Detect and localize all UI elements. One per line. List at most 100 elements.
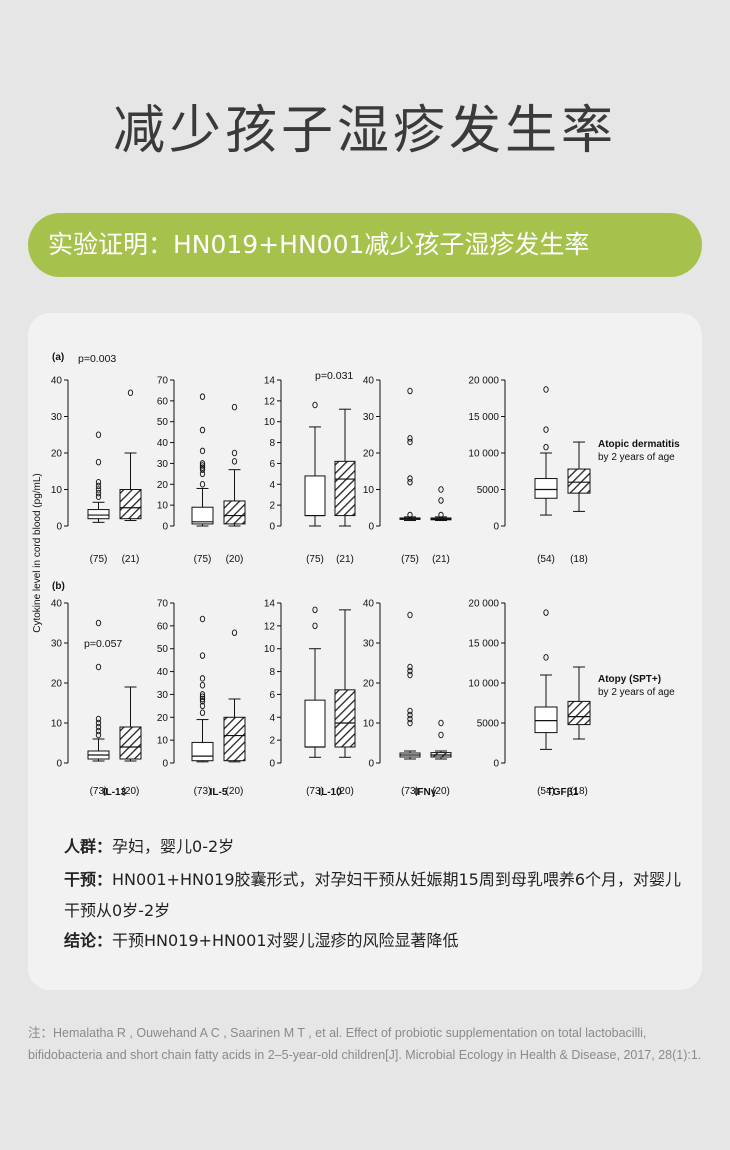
category-label: IL-13: [103, 787, 127, 798]
outlier-point: [438, 497, 444, 504]
sample-size-label: (73): [306, 786, 324, 797]
sample-size-label: (21): [122, 554, 140, 565]
y-tick-label: 20 000: [468, 599, 499, 610]
outlier-point: [438, 511, 444, 519]
category-label: IL-5: [210, 787, 228, 798]
outlier-point: [199, 682, 206, 689]
y-tick-label: 4: [269, 480, 275, 491]
info-label: 人群：: [64, 837, 113, 856]
y-tick-label: 15 000: [468, 639, 499, 650]
outlier-point: [95, 493, 102, 501]
sample-size-label: (20): [226, 786, 244, 797]
y-tick-label: 10: [51, 719, 63, 730]
sample-size-label: (73): [90, 786, 108, 797]
panel-label: (a): [52, 352, 64, 363]
p-value: p=0.057: [84, 638, 122, 650]
outlier-point: [312, 606, 318, 614]
y-tick-label: 5000: [477, 719, 500, 730]
y-tick-label: 30: [51, 412, 63, 423]
box: [567, 468, 591, 494]
box: [567, 700, 591, 726]
info-population: 人群：孕妇，婴儿0-2岁: [64, 833, 234, 857]
box: [334, 460, 356, 517]
box: [119, 726, 142, 760]
y-tick-label: 40: [51, 376, 63, 387]
outlier-point: [407, 671, 413, 679]
info-intervention: 干预：HN001+HN019胶囊形式，对孕妇干预从妊娠期15周到母乳喂养6个月，…: [64, 866, 681, 890]
box: [534, 478, 558, 499]
condition-sublabel: by 2 years of age: [598, 687, 675, 698]
outlier-point: [543, 426, 549, 433]
y-tick-label: 8: [269, 438, 275, 449]
box: [119, 489, 142, 520]
outlier-point: [199, 481, 206, 488]
y-tick-label: 6: [269, 459, 275, 470]
outlier-point: [407, 387, 413, 395]
sample-size-label: (21): [432, 554, 450, 565]
y-tick-label: 40: [157, 667, 169, 678]
category-label: IFNγ: [415, 787, 437, 798]
sample-size-label: (20): [226, 554, 244, 565]
figure-card: Cytokine level in cord blood (pg/mL) (a)…: [28, 313, 702, 990]
outlier-point: [231, 458, 238, 465]
outlier-point: [407, 719, 413, 727]
y-tick-label: 60: [157, 621, 169, 632]
y-tick-label: 40: [157, 438, 169, 449]
y-tick-label: 40: [363, 599, 375, 610]
box: [223, 716, 246, 762]
sample-size-label: (20): [122, 786, 140, 797]
box-plot-figure: Cytokine level in cord blood (pg/mL) (a)…: [32, 352, 680, 798]
outlier-point: [199, 695, 206, 703]
outlier-point: [199, 693, 206, 700]
y-tick-label: 50: [157, 644, 169, 655]
y-tick-label: 8: [269, 667, 275, 678]
info-text: 干预HN019+HN001对婴儿湿疹的风险显著降低: [112, 931, 459, 950]
reference-note: 注：Hemalatha R , Ouwehand A C , Saarinen …: [28, 1026, 702, 1062]
box: [334, 689, 356, 748]
condition-label: Atopic dermatitis: [598, 439, 680, 450]
box: [191, 506, 214, 525]
y-tick-label: 40: [363, 376, 375, 387]
outlier-point: [95, 486, 102, 493]
y-tick-label: 10 000: [468, 679, 499, 690]
y-tick-label: 10: [363, 719, 375, 730]
outlier-point: [231, 629, 238, 636]
y-tick-label: 0: [56, 522, 62, 533]
outlier-point: [407, 711, 413, 719]
outlier-point: [95, 719, 102, 727]
outlier-point: [407, 663, 413, 671]
box: [223, 500, 246, 525]
category-label: IL-10: [318, 787, 342, 798]
outlier-point: [407, 435, 413, 442]
outlier-point: [543, 609, 549, 616]
info-label: 结论：: [64, 931, 113, 950]
box: [191, 741, 214, 762]
y-tick-label: 0: [368, 759, 374, 770]
y-tick-label: 60: [157, 396, 169, 407]
y-tick-label: 20: [51, 679, 63, 690]
info-text: 孕妇，婴儿0-2岁: [112, 837, 235, 856]
outlier-point: [95, 663, 102, 671]
y-tick-label: 10: [363, 485, 375, 496]
outlier-point: [312, 401, 318, 409]
y-tick-label: 30: [51, 639, 63, 650]
sample-size-label: (18): [570, 554, 588, 565]
y-tick-label: 5000: [477, 485, 500, 496]
outlier-point: [407, 611, 413, 619]
y-tick-label: 10: [157, 736, 169, 747]
y-tick-label: 0: [269, 522, 275, 533]
outlier-point: [438, 486, 444, 493]
info-conclusion: 结论：干预HN019+HN001对婴儿湿疹的风险显著降低: [64, 927, 459, 951]
sample-size-label: (20): [336, 786, 354, 797]
outlier-point: [543, 654, 549, 661]
page-title: 减少孩子湿疹发生率: [112, 101, 617, 161]
outlier-point: [199, 426, 206, 434]
y-tick-label: 30: [363, 412, 375, 423]
outlier-point: [199, 709, 206, 716]
info-label: 干预：: [64, 870, 113, 889]
outlier-point: [407, 667, 413, 675]
y-tick-label: 0: [56, 759, 62, 770]
y-tick-label: 4: [269, 713, 275, 724]
category-label: TGFβ1: [547, 787, 579, 798]
sample-size-label: (73): [401, 786, 419, 797]
